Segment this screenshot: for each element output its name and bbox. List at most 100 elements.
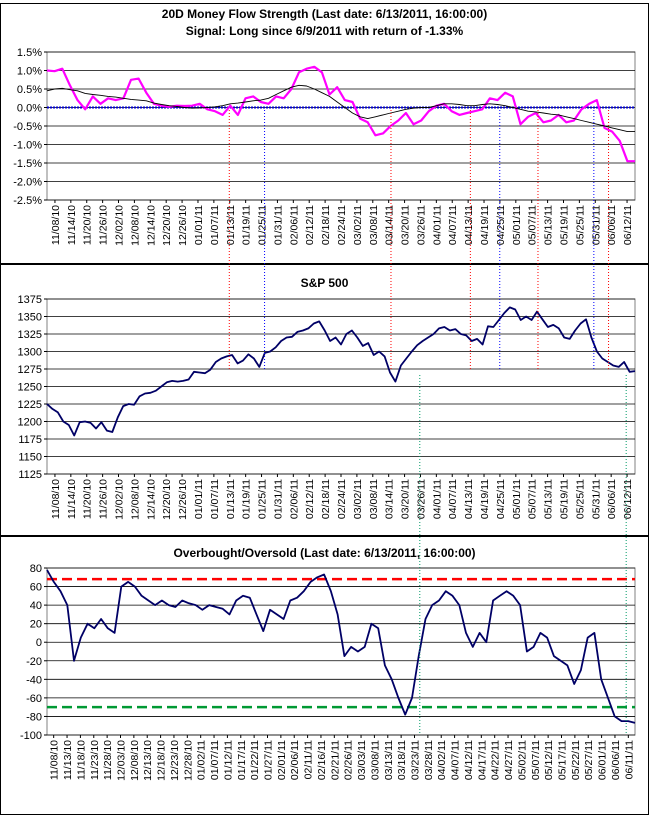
x-tick-label: 05/13/11 (543, 205, 555, 245)
y-tick-label: 1.5% (17, 47, 42, 59)
x-tick-label: 02/16/11 (316, 740, 328, 780)
x-tick-label: 05/31/11 (590, 205, 602, 245)
panel-border (0, 264, 649, 536)
x-tick-label: 03/18/11 (396, 740, 408, 780)
y-tick-label: 1250 (18, 382, 42, 394)
x-tick-label: 03/08/11 (368, 205, 380, 245)
y-tick-label: -60 (26, 693, 42, 705)
x-tick-label: 05/19/11 (558, 479, 570, 519)
x-tick-label: 11/23/10 (89, 740, 101, 780)
x-tick-label: 05/25/11 (574, 479, 586, 519)
x-tick-label: 05/07/11 (527, 205, 539, 245)
y-tick-label: -40 (26, 674, 42, 686)
y-tick-label: -0.5% (13, 121, 42, 133)
x-tick-label: 01/07/11 (209, 205, 221, 245)
x-tick-label: 05/13/11 (543, 479, 555, 519)
x-tick-label: 12/20/10 (161, 205, 173, 246)
x-tick-label: 04/02/11 (436, 740, 448, 780)
x-tick-label: 12/08/10 (129, 479, 141, 520)
x-tick-label: 06/06/11 (606, 479, 618, 519)
x-tick-label: 11/08/10 (49, 740, 61, 780)
x-tick-label: 11/26/10 (98, 479, 110, 519)
x-tick-label: 01/13/11 (225, 205, 237, 245)
x-tick-label: 12/20/10 (161, 479, 173, 520)
x-tick-label: 02/18/11 (320, 205, 332, 245)
x-tick-label: 06/12/11 (622, 205, 634, 245)
y-tick-label: 40 (30, 600, 42, 612)
y-tick-label: 1325 (18, 329, 42, 341)
x-tick-label: 03/02/11 (352, 479, 364, 519)
series-line (46, 84, 635, 133)
x-tick-label: 05/22/11 (570, 740, 582, 780)
x-tick-label: 01/19/11 (241, 205, 253, 245)
y-tick-label: -100 (20, 730, 42, 742)
x-tick-label: 02/06/11 (289, 740, 301, 780)
chart-title: Overbought/Oversold (Last date: 6/13/201… (173, 546, 475, 560)
x-tick-label: 06/12/11 (622, 479, 634, 519)
x-tick-label: 04/19/11 (479, 479, 491, 519)
x-tick-label: 04/27/11 (503, 740, 515, 780)
x-tick-label: 01/01/11 (193, 479, 205, 519)
x-tick-label: 03/14/11 (384, 479, 396, 519)
x-tick-label: 05/07/11 (530, 740, 542, 780)
x-tick-label: 02/18/11 (320, 479, 332, 519)
overbought-oversold-panel: Overbought/Oversold (Last date: 6/13/201… (0, 536, 649, 815)
x-tick-label: 01/07/11 (209, 740, 221, 780)
money-flow-panel: 20D Money Flow Strength (Last date: 6/13… (0, 3, 649, 264)
x-tick-label: 02/06/11 (288, 205, 300, 245)
x-tick-label: 11/26/10 (98, 205, 110, 245)
chart-title: 20D Money Flow Strength (Last date: 6/13… (162, 7, 487, 21)
y-tick-label: 0.0% (17, 103, 42, 115)
x-tick-label: 02/01/11 (276, 740, 288, 780)
y-tick-label: 80 (30, 563, 42, 575)
x-tick-label: 11/20/10 (82, 205, 94, 245)
x-tick-label: 05/07/11 (527, 479, 539, 519)
x-tick-label: 06/11/11 (623, 740, 635, 779)
x-tick-label: 12/14/10 (145, 205, 157, 246)
x-tick-label: 12/26/10 (177, 205, 189, 246)
series-line (46, 569, 636, 724)
x-tick-label: 03/20/11 (400, 205, 412, 245)
x-tick-label: 01/27/11 (263, 740, 275, 780)
chart-subtitle: Signal: Long since 6/9/2011 with return … (186, 24, 464, 38)
x-tick-label: 12/26/10 (177, 479, 189, 520)
x-tick-label: 03/23/11 (410, 740, 422, 780)
y-tick-label: 1300 (18, 347, 42, 359)
x-tick-label: 12/18/10 (156, 740, 168, 781)
x-tick-label: 12/02/10 (114, 479, 126, 520)
x-tick-label: 04/12/11 (463, 740, 475, 780)
x-tick-label: 01/31/11 (272, 479, 284, 519)
x-tick-label: 11/13/10 (62, 740, 74, 780)
x-tick-label: 01/19/11 (241, 479, 253, 519)
y-tick-label: -1.0% (13, 140, 42, 152)
x-tick-label: 05/12/11 (543, 740, 555, 780)
x-tick-label: 11/20/10 (82, 479, 94, 519)
x-tick-label: 04/13/11 (463, 479, 475, 519)
x-tick-label: 06/06/11 (610, 740, 622, 780)
x-tick-label: 04/17/11 (476, 740, 488, 780)
y-tick-label: 1150 (18, 452, 42, 464)
x-tick-label: 12/08/10 (129, 740, 141, 781)
series-line (46, 306, 636, 437)
y-tick-label: 1175 (18, 434, 42, 446)
y-tick-label: 1.0% (17, 66, 42, 78)
x-tick-label: 02/06/11 (288, 479, 300, 519)
sp500-panel: S&P 500 1375 1350 1325 1300 1275 1250 1225 1200 1… (0, 264, 649, 536)
x-tick-label: 04/01/11 (431, 479, 443, 519)
y-tick-label: -2.5% (13, 195, 42, 207)
x-tick-label: 03/02/11 (352, 205, 364, 245)
x-tick-label: 01/12/11 (222, 740, 234, 780)
x-tick-label: 12/02/10 (114, 205, 126, 246)
signal-lines (228, 110, 627, 735)
x-tick-label: 12/23/10 (169, 740, 181, 781)
x-tick-label: 02/12/11 (304, 205, 316, 245)
x-tick-label: 04/22/11 (490, 740, 502, 780)
x-tick-label: 03/26/11 (415, 479, 427, 519)
x-tick-label: 02/12/11 (304, 479, 316, 519)
x-tick-label: 02/21/11 (329, 740, 341, 780)
y-tick-label: 1125 (18, 469, 42, 481)
x-tick-label: 05/02/11 (516, 740, 528, 780)
y-tick-label: 1350 (18, 312, 42, 324)
